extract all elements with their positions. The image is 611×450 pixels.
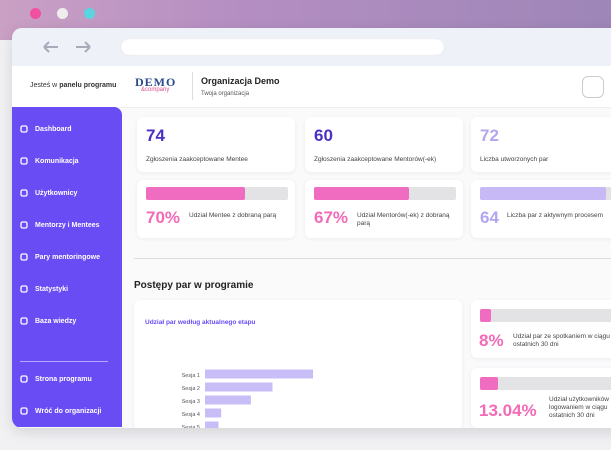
logo: DEMO — [135, 75, 177, 89]
sidebar-item[interactable]: Wróć do organizacji — [20, 407, 101, 415]
sidebar-label: Dashboard — [35, 125, 72, 133]
progress-fill — [480, 187, 607, 200]
progress-value: 67% — [314, 208, 349, 227]
breadcrumb-current: panelu programu — [59, 82, 117, 89]
sidebar-item[interactable]: Użytkownicy — [20, 189, 77, 197]
window-dot — [57, 8, 68, 19]
bar — [205, 382, 273, 392]
sidebar-label: Mentorzy i Mentees — [35, 221, 100, 229]
sidebar-item[interactable]: Baza wiedzy — [20, 317, 76, 325]
org-sub: Twoja organizacja — [201, 91, 250, 97]
browser-toolbar — [12, 28, 611, 66]
browser-window: Jesteś w panelu programu DEMO &company O… — [12, 28, 611, 428]
progress-fill — [146, 187, 246, 200]
sidebar-item[interactable]: Strona programu — [20, 375, 92, 383]
progress-card: 67% Udział Mentorów(-ek) z dobraną parą — [305, 180, 463, 238]
chat-button[interactable] — [582, 76, 604, 98]
breadcrumb-prefix: Jesteś w — [30, 82, 58, 89]
sidebar-item[interactable]: Mentorzy i Mentees — [20, 221, 100, 229]
stat-value: 72 — [480, 126, 499, 145]
org-name: Organizacja Demo — [201, 76, 280, 86]
category-label: Sesja 4 — [182, 412, 200, 418]
progress-fill — [314, 187, 410, 200]
progress-card: 64 Liczba par z aktywnym procesem — [471, 180, 611, 238]
divider — [134, 258, 611, 259]
divider — [20, 361, 108, 362]
bar — [205, 369, 313, 379]
progress-label: Liczba par z aktywnym procesem — [507, 212, 604, 219]
divider — [192, 72, 193, 100]
progress-label: Udział użytkowników logowaniem w ciągu o… — [549, 396, 609, 419]
stat-card: 72 Liczba utworzonych par — [471, 117, 611, 172]
app-header: Jesteś w panelu programu DEMO &company O… — [12, 66, 611, 108]
stat-label: Zgłoszenia zaakceptowane Mentorów(-ek) — [314, 156, 437, 163]
sidebar-item[interactable]: Statystyki — [20, 285, 68, 293]
stat-card: 60 Zgłoszenia zaakceptowane Mentorów(-ek) — [305, 117, 463, 172]
sidebar-label: Statystyki — [35, 285, 69, 293]
sidebar-label: Pary mentoringowe — [35, 253, 100, 261]
progress-fill — [480, 377, 499, 390]
stat-label: Zgłoszenia zaakceptowane Mentee — [146, 156, 248, 163]
category-label: Sesja 1 — [182, 373, 200, 379]
content: 74 Zgłoszenia zaakceptowane Mentee 60 Zgłos… — [12, 28, 611, 428]
progress-track — [314, 187, 456, 200]
stat-card: 74 Zgłoszenia zaakceptowane Mentee — [137, 117, 295, 172]
category-label: Sesja 5 — [182, 425, 200, 428]
sidebar: Dashboard Komunikacja Użytkownicy Mentorzy … — [12, 107, 122, 427]
progress-track — [480, 187, 611, 200]
progress-value: 70% — [146, 208, 181, 227]
progress-fill — [480, 309, 492, 322]
progress-track — [480, 309, 611, 322]
bar — [205, 408, 222, 418]
stat-label: Liczba utworzonych par — [480, 156, 549, 163]
progress-value: 13.04% — [479, 401, 537, 420]
sidebar-label: Baza wiedzy — [35, 317, 77, 325]
sidebar-label: Strona programu — [35, 375, 92, 383]
chart-card: Udział par według aktualnego etapu Sesja … — [134, 300, 462, 428]
sidebar-label: Użytkownicy — [35, 189, 78, 197]
chart-title: Udział par według aktualnego etapu — [145, 319, 256, 326]
progress-card: 70% Udział Mentee z dobraną parą — [137, 180, 295, 238]
category-label: Sesja 3 — [182, 399, 200, 405]
stat-value: 74 — [146, 126, 165, 145]
stat-progress-card: 13.04% Udział użytkowników logowaniem w c… — [471, 368, 611, 428]
stat-value: 60 — [314, 126, 333, 145]
section-title: Postępy par w programie — [134, 280, 254, 291]
progress-label: Udział Mentorów(-ek) z dobraną parą — [357, 212, 450, 227]
progress-track — [480, 377, 611, 390]
logo-sub: &company — [141, 87, 170, 93]
sidebar-label: Komunikacja — [35, 157, 79, 165]
bar — [205, 421, 219, 428]
breadcrumb: Jesteś w panelu programu — [30, 82, 116, 89]
progress-label: Udział par ze spotkaniem w ciągu ostatni… — [513, 333, 610, 348]
stat-progress-card: 8% Udział par ze spotkaniem w ciągu ostat… — [471, 300, 611, 358]
category-label: Sesja 2 — [182, 386, 200, 392]
window-dot — [84, 8, 95, 19]
sidebar-item[interactable]: Dashboard — [20, 125, 72, 133]
bar — [205, 395, 251, 405]
window-dot — [30, 8, 41, 19]
progress-track — [146, 187, 288, 200]
nav-arrows[interactable] — [42, 40, 92, 54]
address-bar[interactable] — [120, 38, 445, 56]
sidebar-label: Wróć do organizacji — [35, 407, 102, 415]
progress-value: 8% — [479, 331, 504, 350]
sidebar-item[interactable]: Pary mentoringowe — [20, 253, 100, 261]
progress-label: Udział Mentee z dobraną parą — [189, 212, 277, 219]
progress-value: 64 — [480, 208, 499, 227]
sidebar-item[interactable]: Komunikacja — [20, 157, 79, 165]
